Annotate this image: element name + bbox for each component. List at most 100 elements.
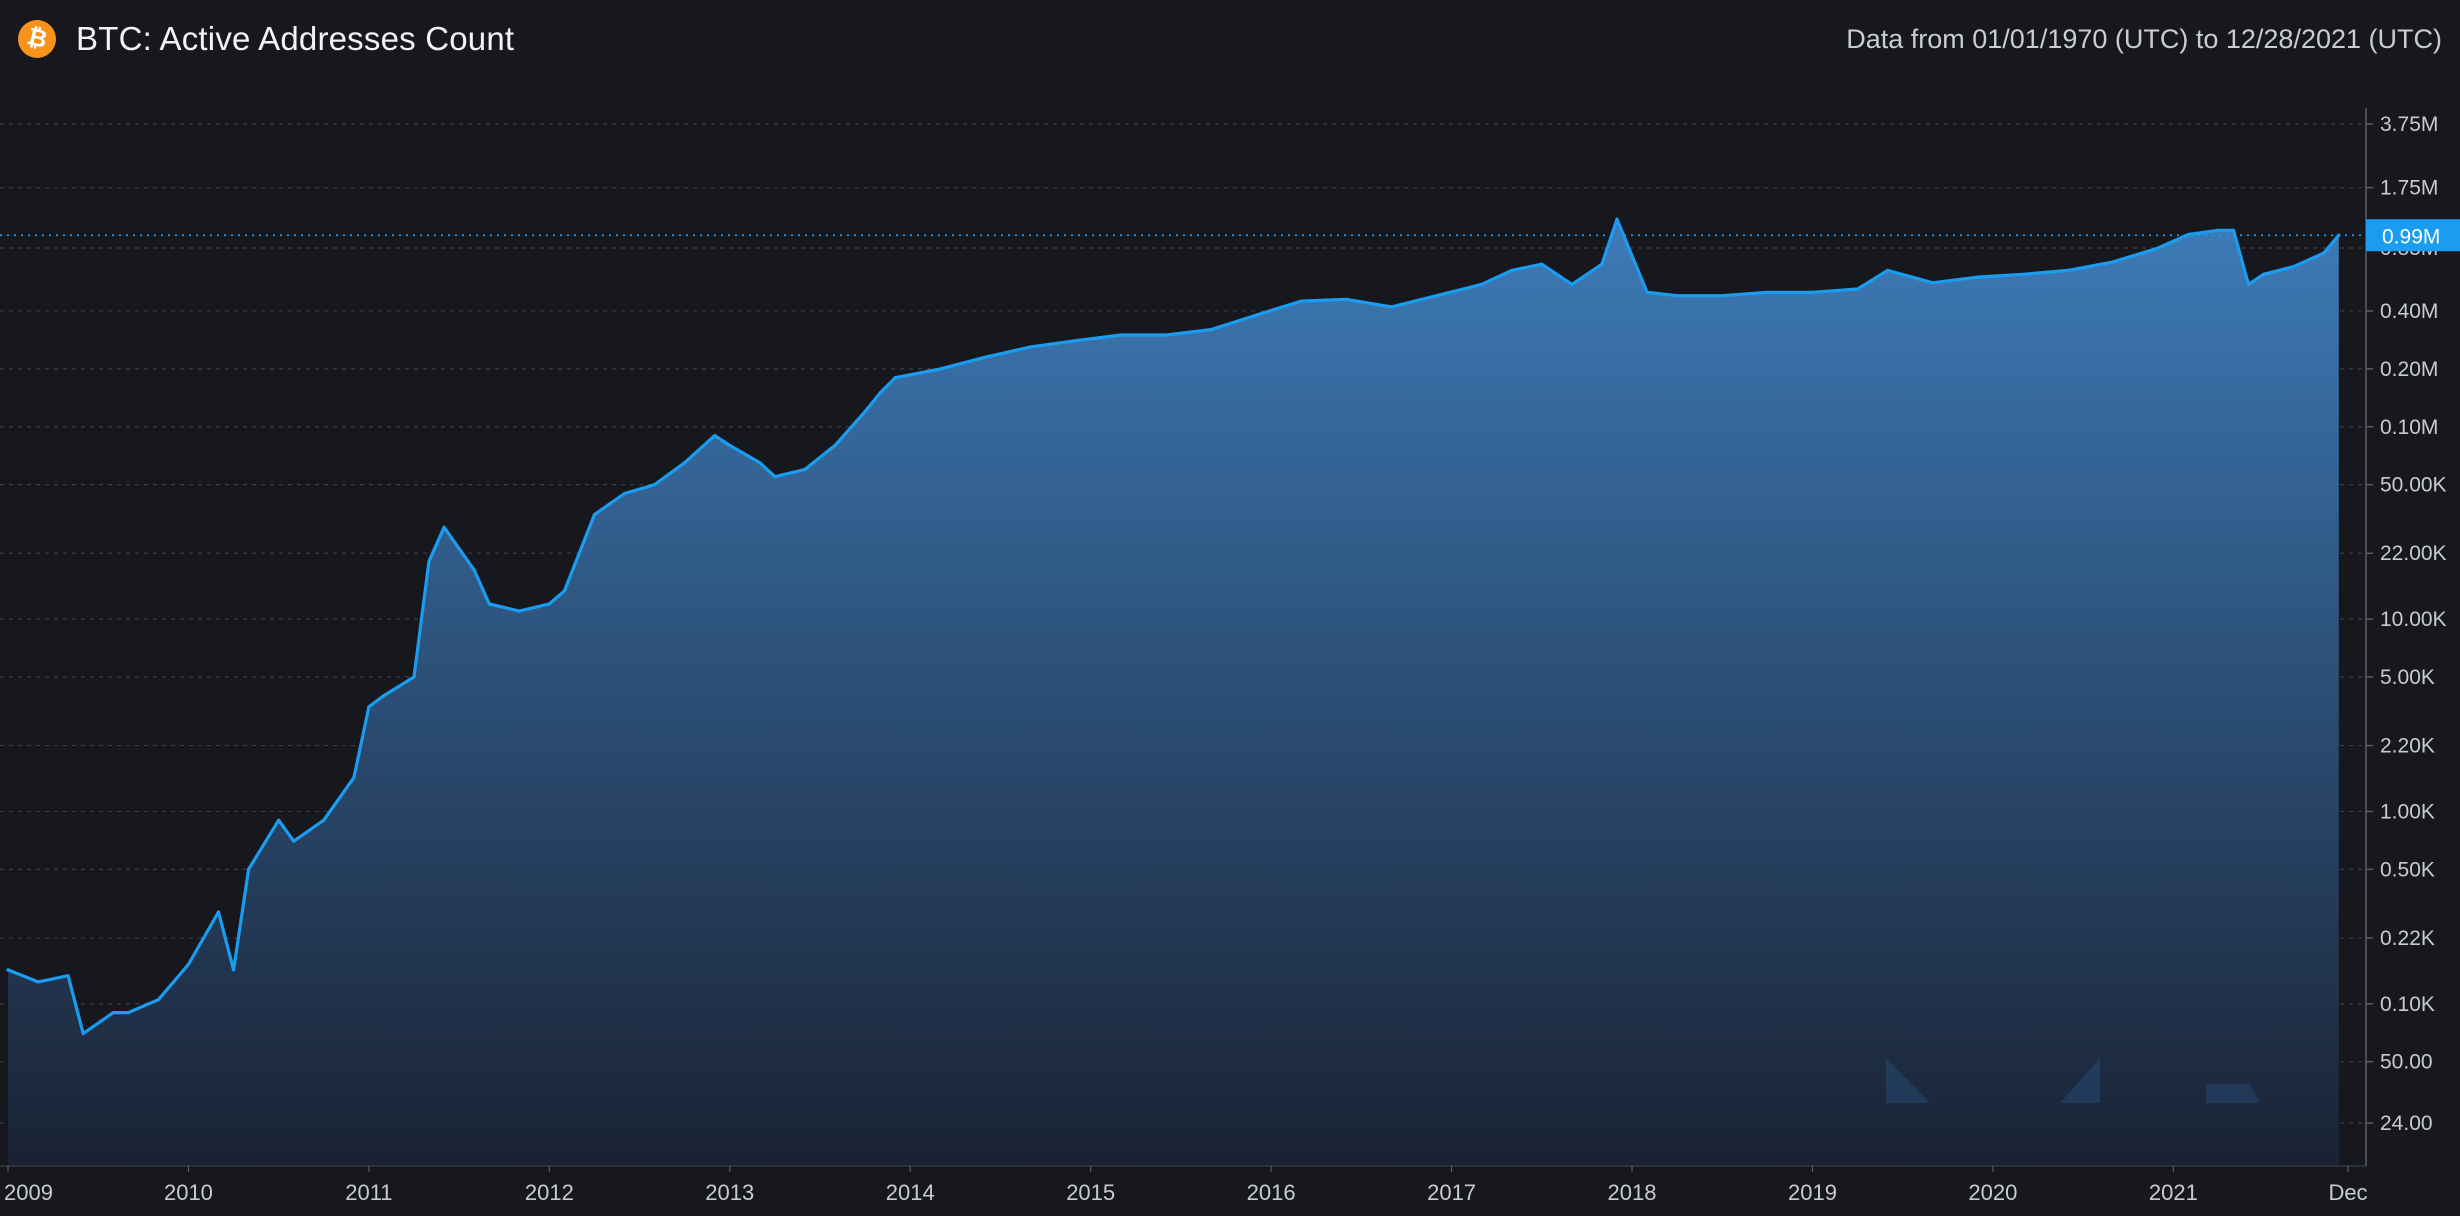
- data-point: [2261, 272, 2266, 276]
- data-point: [2216, 228, 2221, 232]
- y-tick-label: 0.20M: [2380, 358, 2438, 381]
- data-point: [277, 818, 281, 822]
- data-point: [412, 675, 416, 679]
- x-tick-label: 2021: [2149, 1180, 2198, 1205]
- data-point: [2186, 232, 2190, 237]
- data-point: [1209, 327, 1213, 332]
- x-tick-label: 2019: [1788, 1180, 1837, 1205]
- data-point: [1164, 333, 1168, 337]
- data-point: [1344, 297, 1348, 301]
- data-point: [1119, 333, 1123, 337]
- y-tick-label: 24.00: [2380, 1112, 2433, 1135]
- data-point: [803, 467, 807, 472]
- x-tick-label: 2020: [1968, 1180, 2017, 1205]
- y-tick-labels: 3.75M1.75M0.85M0.40M0.20M0.10M50.00K22.0…: [2366, 113, 2447, 1135]
- data-point: [938, 367, 942, 371]
- chart-area[interactable]: 3.75M1.75M0.85M0.40M0.20M0.10M50.00K22.0…: [0, 78, 2460, 1216]
- active-addresses-chart[interactable]: 3.75M1.75M0.85M0.40M0.20M0.10M50.00K22.0…: [0, 78, 2460, 1216]
- data-points: [6, 217, 2341, 1036]
- x-tick-label: 2009: [4, 1180, 53, 1205]
- last-value-label: 0.99M: [2382, 225, 2440, 248]
- data-point: [833, 443, 837, 447]
- data-point: [442, 525, 446, 529]
- data-point: [186, 962, 191, 967]
- data-point: [2156, 246, 2160, 250]
- data-point: [1600, 262, 1604, 266]
- data-point: [2322, 251, 2326, 255]
- data-point: [592, 512, 597, 517]
- data-point: [758, 461, 762, 465]
- chart-title: BTC: Active Addresses Count: [76, 20, 515, 57]
- x-tick-label: 2010: [164, 1180, 213, 1205]
- data-point: [1510, 268, 1514, 272]
- data-point: [81, 1031, 85, 1036]
- data-point: [683, 461, 687, 465]
- data-point: [1028, 345, 1033, 349]
- bitcoin-icon: ₿: [13, 15, 61, 63]
- data-point: [1645, 290, 1649, 294]
- data-point: [2111, 260, 2115, 264]
- data-point: [1570, 282, 1574, 286]
- data-point: [562, 589, 566, 593]
- data-point: [2246, 282, 2251, 286]
- x-tick-label: Dec: [2328, 1180, 2367, 1205]
- chart-header: ₿ BTC: Active Addresses Count Data from …: [0, 0, 2460, 78]
- data-point: [216, 910, 221, 914]
- y-tick-label: 0.10M: [2380, 416, 2438, 439]
- data-point: [2021, 272, 2025, 276]
- x-tick-labels: 2009 2010 2011 2012 2013 2014 2015 2016 2017 2018…: [4, 1166, 2368, 1205]
- y-tick-label: 0.40M: [2380, 300, 2438, 323]
- data-point: [352, 775, 356, 780]
- data-point: [126, 1010, 130, 1015]
- y-tick-label: 0.22K: [2380, 927, 2435, 950]
- data-point: [231, 968, 236, 972]
- x-tick-label: 2012: [525, 1180, 574, 1205]
- data-point: [1254, 313, 1258, 317]
- data-point: [1976, 275, 1980, 279]
- x-tick-label: 2018: [1608, 1180, 1657, 1205]
- y-tick-label: 1.00K: [2380, 800, 2435, 823]
- data-point: [1074, 339, 1078, 343]
- data-point: [517, 609, 521, 613]
- series-area-fill: [8, 219, 2339, 1166]
- title-group: ₿ BTC: Active Addresses Count: [13, 15, 515, 63]
- data-point: [1810, 290, 1815, 294]
- data-point: [1855, 287, 1860, 291]
- data-point: [728, 443, 732, 447]
- data-point: [773, 475, 777, 479]
- x-tick-label: 2011: [345, 1180, 392, 1205]
- data-point: [983, 355, 988, 359]
- x-tick-label: 2014: [886, 1180, 935, 1205]
- data-point: [1615, 217, 1619, 221]
- x-tick-label: 2015: [1066, 1180, 1115, 1205]
- data-point: [1931, 281, 1935, 285]
- data-point: [292, 839, 296, 843]
- data-point: [1389, 305, 1394, 309]
- watermark-shape: [2206, 1084, 2260, 1103]
- data-point: [382, 694, 386, 698]
- data-point: [1434, 294, 1439, 298]
- y-tick-label: 10.00K: [2380, 608, 2447, 631]
- data-point: [1765, 290, 1769, 294]
- data-point: [2066, 268, 2070, 272]
- data-point: [547, 602, 551, 606]
- data-point: [878, 391, 882, 395]
- x-tick-label: 2017: [1427, 1180, 1476, 1205]
- y-tick-label: 0.50K: [2380, 858, 2435, 881]
- data-point: [653, 483, 657, 487]
- data-point: [863, 409, 867, 414]
- data-point: [427, 559, 431, 563]
- y-tick-label: 22.00K: [2380, 542, 2447, 565]
- data-point: [487, 602, 491, 606]
- y-tick-label: 5.00K: [2380, 666, 2435, 689]
- date-range-label: Data from 01/01/1970 (UTC) to 12/28/2021…: [1846, 23, 2442, 54]
- y-tick-label: 50.00K: [2380, 474, 2447, 497]
- data-point: [1540, 262, 1544, 266]
- y-tick-label: 3.75M: [2380, 113, 2438, 136]
- data-point: [246, 867, 251, 871]
- last-value-badge: [2366, 219, 2460, 252]
- data-point: [472, 568, 476, 572]
- y-tick-label: 50.00: [2380, 1051, 2433, 1074]
- data-point: [111, 1010, 115, 1015]
